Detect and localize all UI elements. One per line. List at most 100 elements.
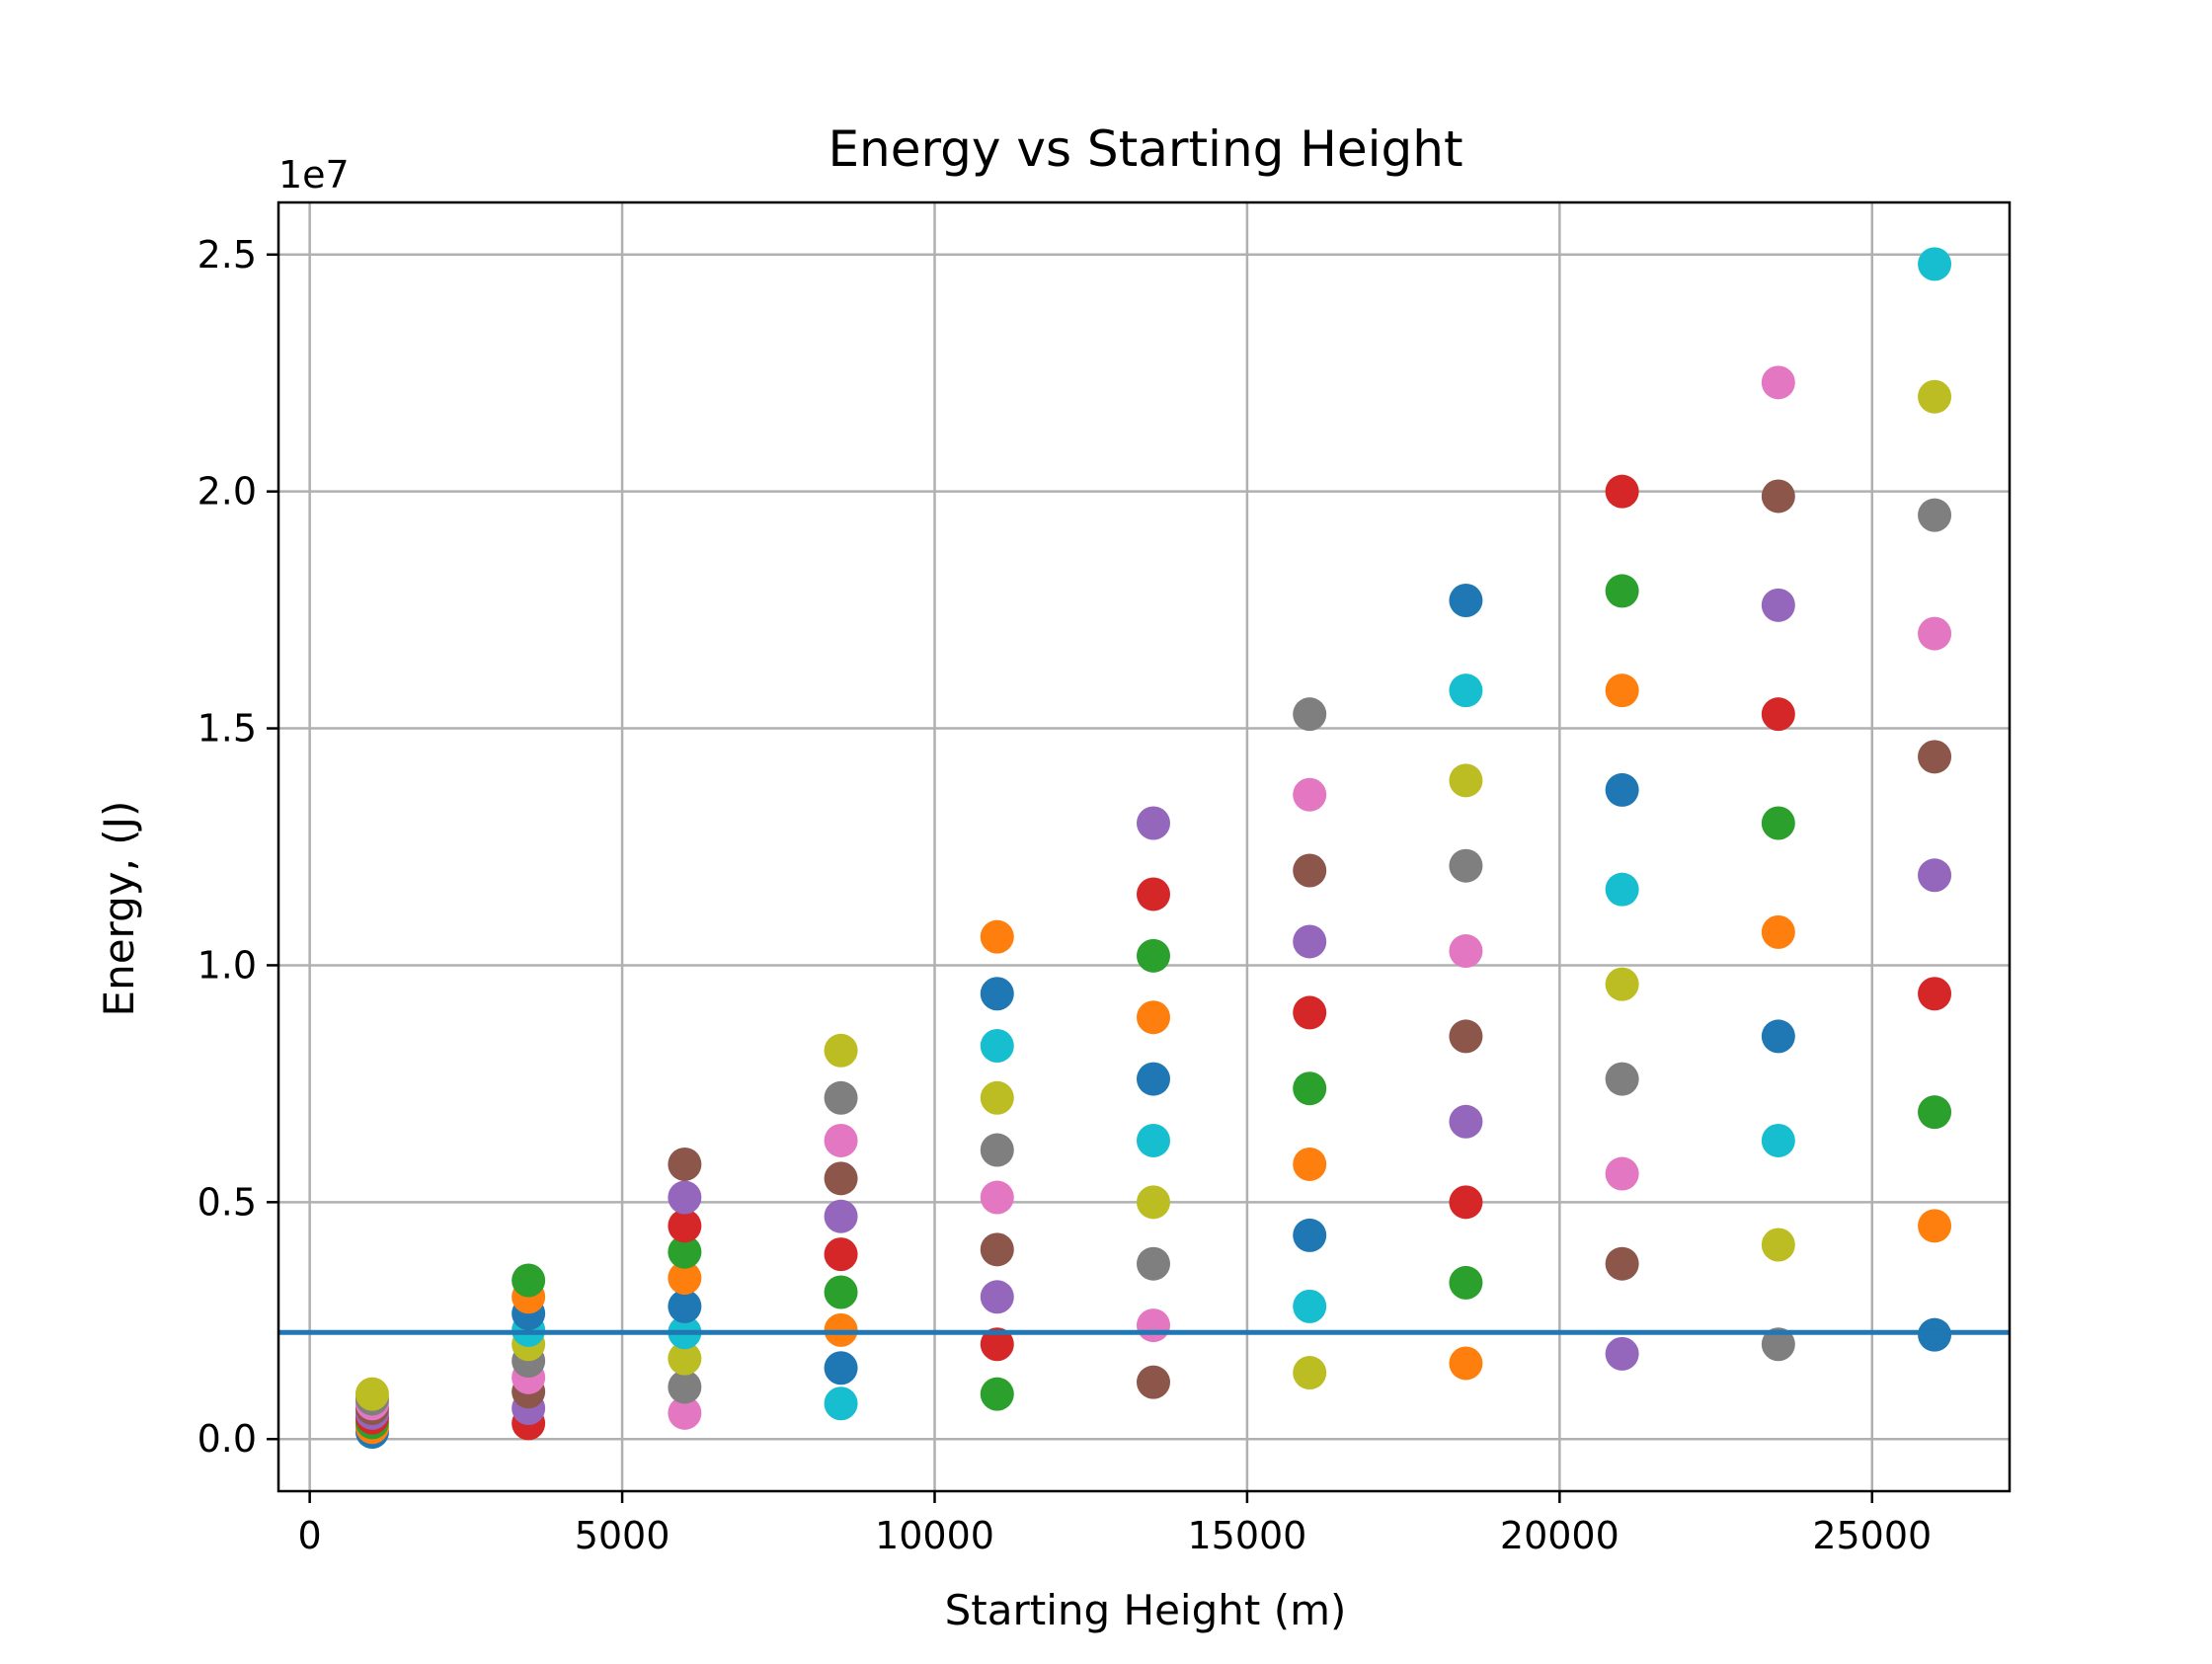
data-point: [1918, 379, 1952, 414]
data-point: [668, 1234, 702, 1269]
data-point: [668, 1370, 702, 1404]
data-point: [1449, 1019, 1483, 1054]
x-tick-label: 5000: [575, 1514, 671, 1557]
data-point: [1136, 1062, 1170, 1096]
data-point: [1136, 938, 1170, 973]
x-axis-label: Starting Height (m): [945, 1586, 1347, 1634]
data-point: [1605, 674, 1639, 708]
data-point: [668, 1147, 702, 1181]
y-tick-label: 0.0: [198, 1417, 257, 1461]
data-point: [1761, 588, 1795, 622]
y-tick-label: 2.0: [198, 470, 257, 514]
data-point: [1449, 584, 1483, 618]
data-points: [355, 247, 1952, 1450]
data-point: [668, 1341, 702, 1376]
data-point: [1293, 1147, 1327, 1181]
y-tick-label: 1.0: [198, 943, 257, 987]
data-point: [1918, 858, 1952, 893]
data-point: [980, 1029, 1014, 1064]
data-point: [1293, 777, 1327, 812]
data-point: [1449, 1265, 1483, 1300]
data-point: [1918, 1095, 1952, 1130]
data-point: [1293, 1289, 1327, 1323]
data-point: [824, 1080, 858, 1115]
data-point: [1605, 1246, 1639, 1281]
data-point: [1449, 1104, 1483, 1139]
x-tick-label: 15000: [1187, 1514, 1306, 1557]
data-point: [1449, 934, 1483, 969]
data-point: [824, 1199, 858, 1233]
y-offset-label: 1e7: [278, 153, 350, 197]
data-point: [1918, 977, 1952, 1011]
data-point: [1293, 924, 1327, 959]
data-point: [1136, 1123, 1170, 1157]
data-point: [980, 977, 1014, 1011]
data-point: [1605, 1156, 1639, 1191]
data-point: [824, 1161, 858, 1196]
x-tick-label: 25000: [1812, 1514, 1932, 1557]
data-point: [1449, 1346, 1483, 1381]
data-point: [1136, 1308, 1170, 1343]
data-point: [1293, 995, 1327, 1030]
data-point: [824, 1387, 858, 1421]
data-point: [980, 1377, 1014, 1411]
data-point: [1761, 365, 1795, 400]
data-point: [1761, 479, 1795, 514]
data-point: [824, 1275, 858, 1309]
data-point: [980, 1232, 1014, 1267]
data-point: [1761, 1327, 1795, 1362]
y-tick-label: 1.5: [198, 707, 257, 751]
data-point: [1761, 1019, 1795, 1054]
data-point: [1293, 853, 1327, 888]
data-point: [1605, 967, 1639, 1001]
data-point: [1605, 474, 1639, 509]
data-point: [824, 1351, 858, 1386]
data-point: [1449, 763, 1483, 798]
data-point: [1605, 1062, 1639, 1096]
data-point: [1761, 806, 1795, 840]
data-point: [980, 919, 1014, 954]
data-point: [1605, 872, 1639, 907]
data-point: [668, 1289, 702, 1323]
data-point: [980, 1280, 1014, 1314]
data-point: [668, 1180, 702, 1215]
data-point: [1605, 772, 1639, 807]
data-point: [1293, 1218, 1327, 1252]
data-point: [1293, 1356, 1327, 1390]
data-point: [1136, 806, 1170, 840]
data-point: [1761, 697, 1795, 732]
data-point: [1136, 1185, 1170, 1220]
data-point: [1293, 1071, 1327, 1106]
data-point: [1136, 1365, 1170, 1399]
ticks: 0 5000 10000 15000 20000 25000 0.0 0.5 1.0 1.5 2.0…: [198, 233, 1933, 1557]
data-point: [1293, 697, 1327, 732]
data-point: [1605, 1336, 1639, 1371]
data-point: [668, 1395, 702, 1430]
data-point: [668, 1261, 702, 1296]
data-point: [1449, 674, 1483, 708]
data-point: [355, 1377, 389, 1411]
data-point: [1761, 1123, 1795, 1157]
data-point: [824, 1237, 858, 1272]
chart-title: Energy vs Starting Height: [828, 120, 1462, 178]
data-point: [1918, 247, 1952, 281]
x-tick-label: 0: [298, 1514, 322, 1557]
plot-frame: [276, 200, 2012, 1493]
x-tick-label: 10000: [875, 1514, 994, 1557]
data-point: [1136, 1246, 1170, 1281]
data-point: [668, 1209, 702, 1243]
data-point: [824, 1033, 858, 1068]
data-point: [1918, 616, 1952, 651]
data-point: [980, 1180, 1014, 1215]
data-point: [1136, 877, 1170, 911]
data-point: [980, 1133, 1014, 1167]
y-tick-label: 0.5: [198, 1180, 257, 1224]
data-point: [1918, 740, 1952, 774]
data-point: [1136, 1000, 1170, 1035]
data-point: [980, 1327, 1014, 1362]
data-point: [1918, 1209, 1952, 1243]
y-axis-label: Energy, (J): [95, 801, 143, 1017]
data-point: [1605, 574, 1639, 608]
y-tick-label: 2.5: [198, 233, 257, 277]
